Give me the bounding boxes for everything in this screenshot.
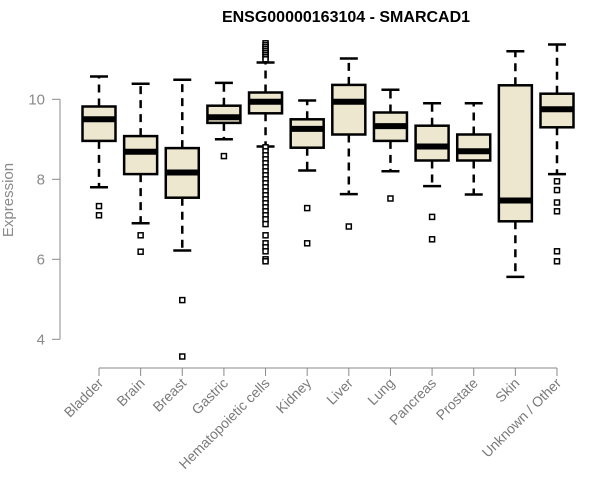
y-tick-label: 10	[28, 91, 45, 108]
box-rect	[122, 134, 159, 176]
box-rect	[414, 124, 450, 162]
outlier-point	[179, 353, 186, 360]
outlier-point	[95, 212, 103, 219]
outlier-point	[179, 296, 186, 304]
x-tick-label: Lung	[364, 375, 397, 408]
box-hematopoietic-cells	[247, 40, 284, 265]
outlier-point	[262, 248, 269, 255]
box-unknown-other	[539, 43, 575, 265]
x-tick-label: Brain	[113, 375, 147, 409]
outlier-point	[303, 240, 311, 247]
outlier-point	[387, 195, 394, 202]
outlier-point	[262, 232, 269, 239]
x-tick-label: Skin	[492, 375, 523, 406]
y-tick-label: 4	[37, 331, 45, 348]
boxes-group	[81, 40, 575, 360]
box-rect	[81, 105, 117, 143]
box-bladder	[81, 75, 117, 219]
outlier-point	[95, 202, 103, 210]
outlier-point	[553, 208, 561, 215]
chart-title: ENSG00000163104 - SMARCAD1	[222, 9, 470, 26]
outlier-point	[303, 204, 311, 212]
outlier-point	[220, 152, 228, 160]
box-prostate	[455, 102, 492, 196]
box-kidney	[289, 99, 325, 247]
x-tick-label: Breast	[149, 375, 189, 415]
outlier-point	[553, 258, 561, 265]
box-rect	[455, 133, 492, 162]
box-rect	[206, 104, 242, 125]
y-tick-label: 6	[37, 251, 45, 268]
x-tick-label: Prostate	[433, 375, 481, 423]
box-pancreas	[414, 102, 450, 243]
outlier-point	[553, 199, 561, 206]
box-rect	[331, 83, 367, 136]
y-tick-label: 8	[37, 171, 45, 188]
box-skin	[497, 50, 534, 279]
outlier-point	[428, 236, 436, 243]
outlier-point	[428, 213, 436, 221]
outlier-point	[553, 186, 561, 194]
box-gastric	[206, 81, 242, 160]
box-lung	[372, 88, 409, 202]
x-tick-label: Unknown / Other	[479, 375, 565, 461]
outlier-point	[262, 258, 269, 265]
outlier-point	[262, 220, 269, 228]
box-rect	[289, 118, 325, 149]
outlier-point	[553, 248, 561, 255]
x-tick-label: Kidney	[273, 375, 315, 417]
x-tick-label: Bladder	[61, 375, 107, 421]
x-tick-label: Liver	[323, 375, 356, 408]
outlier-point	[345, 223, 353, 230]
box-liver	[331, 57, 367, 230]
outlier-point	[553, 178, 561, 185]
box-breast	[164, 78, 201, 360]
y-axis: 4 6 8 10	[28, 91, 61, 348]
outlier-point	[262, 56, 269, 63]
box-brain	[122, 82, 159, 255]
outlier-point	[137, 248, 144, 255]
outlier-point	[137, 232, 144, 239]
y-axis-label: Expression	[0, 163, 17, 237]
